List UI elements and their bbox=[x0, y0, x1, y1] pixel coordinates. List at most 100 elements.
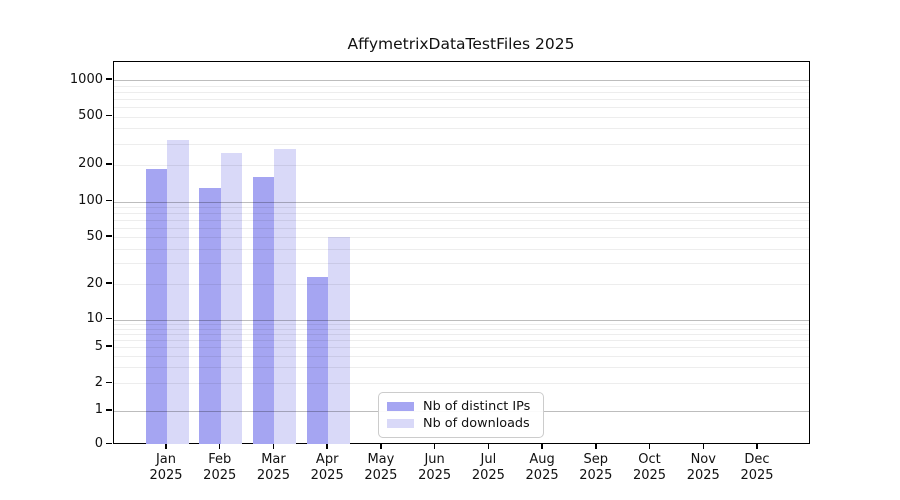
gridline-minor-500 bbox=[113, 116, 809, 118]
x-tick-label-sep-2025: Sep 2025 bbox=[566, 452, 626, 483]
legend: Nb of distinct IPs Nb of downloads bbox=[378, 392, 544, 438]
legend-item-nb-of-distinct-ips: Nb of distinct IPs bbox=[387, 399, 535, 414]
x-tick-label-line: Dec bbox=[744, 452, 770, 467]
x-tick-label-line: Jul bbox=[480, 452, 497, 467]
gridline-minor-4 bbox=[113, 355, 809, 357]
gridline-minor-80 bbox=[113, 212, 809, 214]
x-tick-label-line: Apr bbox=[315, 452, 339, 467]
y-tick-label-2: 2 bbox=[94, 374, 103, 390]
x-tick-jul-2025 bbox=[487, 444, 490, 449]
x-tick-jan-2025 bbox=[165, 444, 167, 449]
x-tick-label-line: 2025 bbox=[525, 467, 559, 483]
y-tick-label-100: 100 bbox=[78, 193, 103, 208]
gridline-minor-200 bbox=[113, 164, 809, 166]
gridline-minor-90 bbox=[113, 206, 809, 208]
gridline-minor-30 bbox=[113, 263, 809, 265]
bar-nb-of-downloads-feb-2025 bbox=[220, 153, 243, 445]
plot-area bbox=[112, 61, 810, 445]
y-tick-1000 bbox=[106, 78, 112, 80]
x-tick-dec-2025 bbox=[756, 444, 758, 449]
y-tick-0 bbox=[106, 442, 112, 445]
y-tick-50 bbox=[106, 235, 112, 237]
x-tick-label-line: Jun bbox=[424, 452, 445, 467]
gridline-minor-20 bbox=[113, 284, 809, 286]
legend-swatch-nb-of-downloads bbox=[387, 419, 414, 428]
x-tick-label-aug-2025: Aug 2025 bbox=[512, 452, 572, 483]
x-tick-label-may-2025: May 2025 bbox=[351, 452, 411, 483]
gridline-minor-70 bbox=[113, 219, 809, 221]
x-tick-may-2025 bbox=[380, 444, 382, 449]
x-tick-label-jul-2025: Jul 2025 bbox=[458, 452, 518, 483]
gridline-major-100 bbox=[113, 201, 809, 203]
y-tick-1 bbox=[106, 409, 112, 411]
legend-swatch-nb-of-distinct-ips bbox=[387, 402, 414, 411]
x-tick-label-line: May bbox=[367, 452, 395, 467]
gridline-minor-9 bbox=[113, 323, 809, 325]
x-tick-label-dec-2025: Dec 2025 bbox=[727, 452, 787, 483]
gridline-minor-8 bbox=[113, 328, 809, 330]
gridline-minor-3 bbox=[113, 367, 809, 369]
x-tick-label-line: 2025 bbox=[632, 467, 667, 483]
x-tick-label-line: 2025 bbox=[364, 467, 398, 483]
y-tick-100 bbox=[106, 199, 112, 202]
bar-nb-of-distinct-ips-apr-2025 bbox=[306, 276, 329, 445]
bar-nb-of-distinct-ips-mar-2025 bbox=[252, 177, 275, 445]
y-tick-label-200: 200 bbox=[78, 156, 103, 172]
x-tick-jun-2025 bbox=[433, 444, 436, 449]
gridline-minor-900 bbox=[113, 85, 809, 87]
gridline-minor-600 bbox=[113, 106, 809, 108]
x-tick-label-line: 2025 bbox=[149, 467, 183, 483]
y-tick-500 bbox=[106, 114, 112, 117]
x-tick-label-jun-2025: Jun 2025 bbox=[405, 452, 465, 483]
y-tick-label-1000: 1000 bbox=[69, 71, 103, 87]
gridline-minor-700 bbox=[113, 98, 809, 100]
gridline-minor-7 bbox=[113, 333, 809, 335]
x-tick-label-line: 2025 bbox=[256, 467, 290, 483]
y-tick-2 bbox=[106, 381, 112, 384]
x-tick-label-line: Feb bbox=[208, 452, 232, 467]
x-tick-label-line: Oct bbox=[638, 452, 661, 467]
x-tick-nov-2025 bbox=[702, 444, 705, 449]
y-tick-5 bbox=[106, 345, 112, 347]
x-tick-label-line: 2025 bbox=[203, 467, 237, 483]
x-tick-label-line: 2025 bbox=[310, 467, 344, 483]
bar-nb-of-distinct-ips-jan-2025 bbox=[145, 169, 167, 445]
y-tick-20 bbox=[106, 282, 112, 284]
y-tick-label-50: 50 bbox=[86, 228, 103, 244]
legend-item-nb-of-downloads: Nb of downloads bbox=[387, 416, 535, 431]
x-tick-label-feb-2025: Feb 2025 bbox=[190, 452, 250, 483]
x-tick-label-oct-2025: Oct 2025 bbox=[620, 452, 680, 483]
x-tick-label-line: Sep bbox=[583, 452, 609, 467]
y-tick-label-500: 500 bbox=[78, 108, 103, 124]
y-tick-label-10: 10 bbox=[86, 311, 103, 327]
y-tick-label-1: 1 bbox=[94, 402, 103, 418]
y-tick-label-5: 5 bbox=[94, 338, 103, 354]
bar-nb-of-downloads-apr-2025 bbox=[328, 237, 350, 445]
gridline-minor-2 bbox=[113, 383, 809, 385]
x-tick-label-jan-2025: Jan 2025 bbox=[136, 452, 196, 483]
gridline-minor-300 bbox=[113, 143, 809, 145]
y-tick-200 bbox=[106, 163, 112, 165]
gridline-minor-800 bbox=[113, 91, 809, 93]
x-tick-label-line: 2025 bbox=[579, 467, 613, 483]
legend-label-nb-of-distinct-ips: Nb of distinct IPs bbox=[423, 399, 531, 414]
gridline-minor-400 bbox=[113, 128, 809, 130]
gridline-minor-40 bbox=[113, 248, 809, 250]
x-tick-sep-2025 bbox=[595, 444, 597, 449]
bar-nb-of-downloads-mar-2025 bbox=[274, 149, 296, 445]
gridline-minor-60 bbox=[113, 227, 809, 229]
y-tick-label-0: 0 bbox=[94, 436, 103, 451]
legend-label-nb-of-downloads: Nb of downloads bbox=[423, 416, 530, 431]
x-tick-mar-2025 bbox=[272, 444, 275, 449]
y-tick-10 bbox=[106, 317, 112, 320]
chart-title: AffymetrixDataTestFiles 2025 bbox=[347, 35, 575, 53]
x-tick-label-line: Aug bbox=[529, 452, 555, 467]
bar-nb-of-downloads-jan-2025 bbox=[167, 140, 189, 445]
gridline-minor-5 bbox=[113, 347, 809, 349]
x-tick-label-line: Nov bbox=[690, 452, 716, 467]
x-tick-label-mar-2025: Mar 2025 bbox=[243, 452, 303, 483]
gridline-major-10 bbox=[113, 319, 809, 322]
x-tick-oct-2025 bbox=[648, 444, 651, 449]
x-tick-label-line: 2025 bbox=[471, 467, 505, 483]
